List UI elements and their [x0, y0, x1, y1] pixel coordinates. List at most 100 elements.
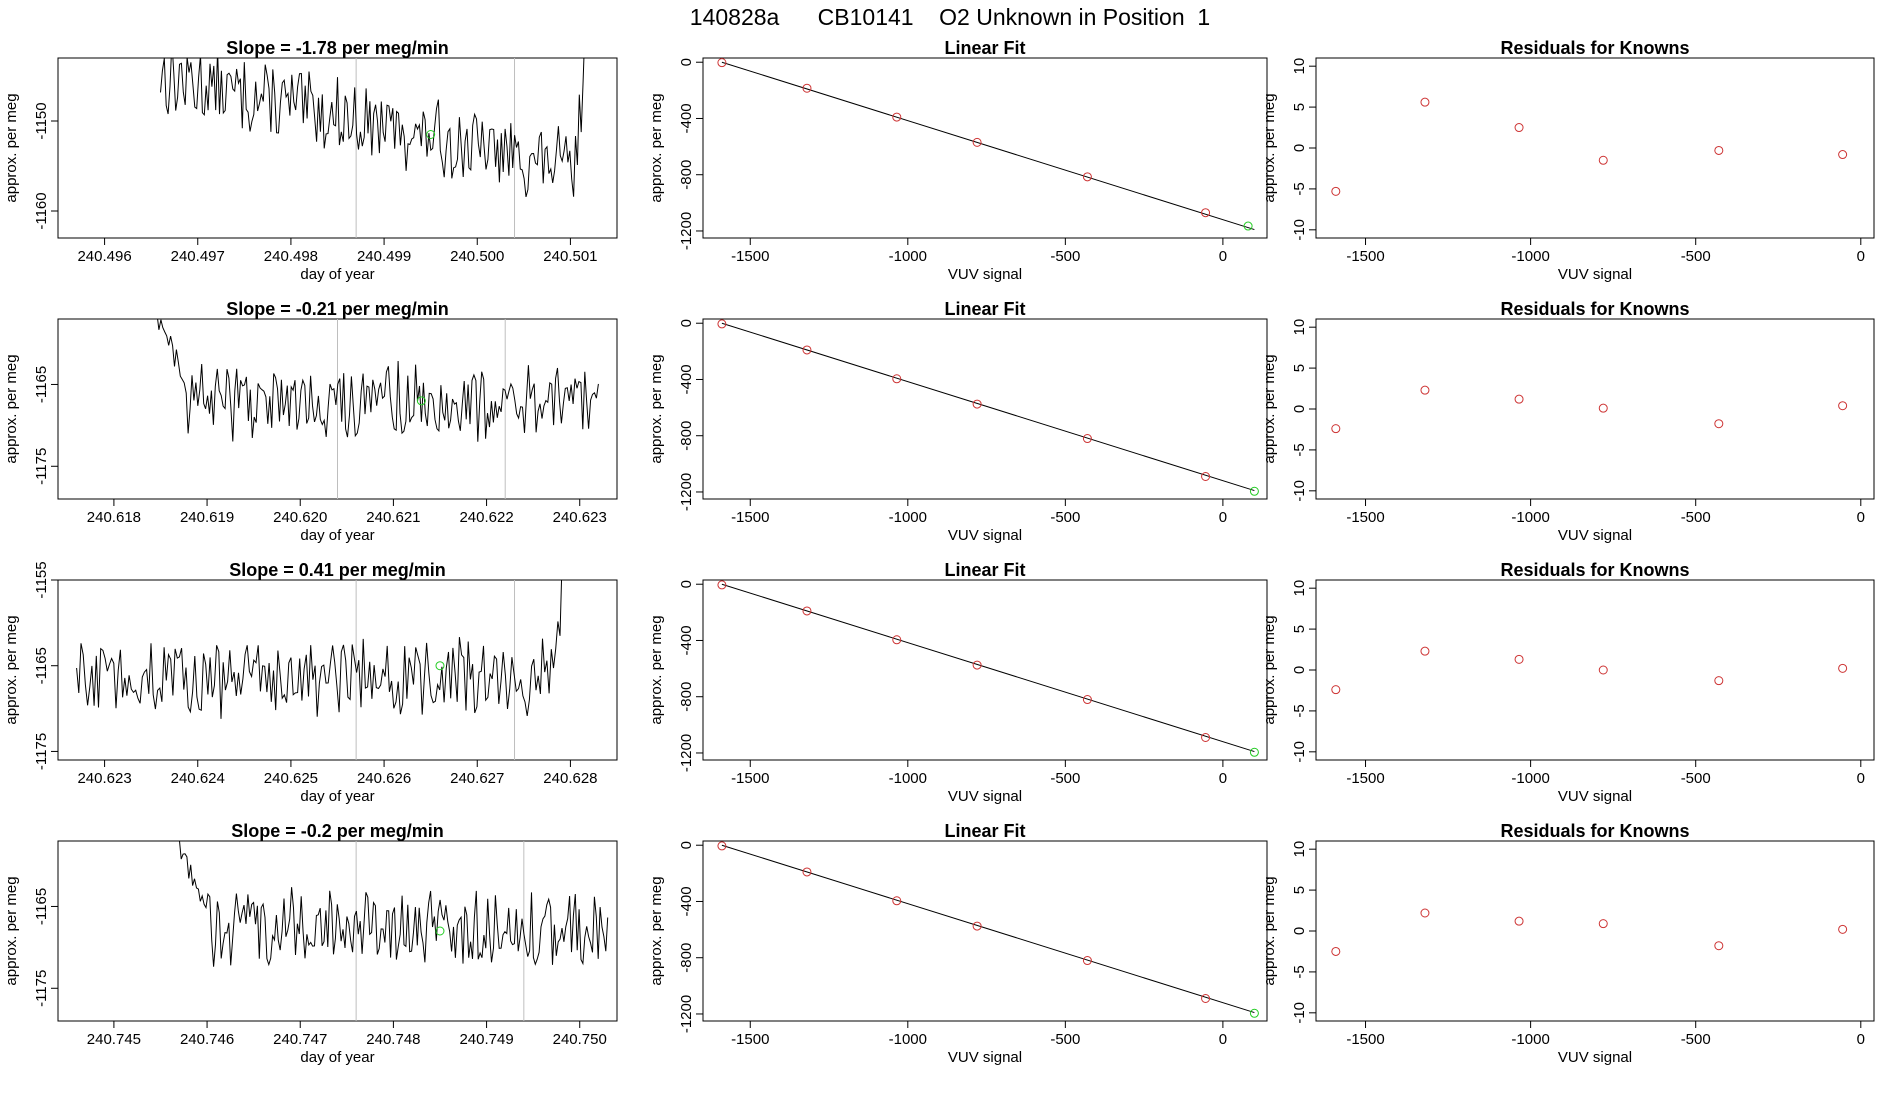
panel-4-1-frame	[57, 840, 618, 1022]
panel-2-1-title: Slope = -0.21 per meg/min	[226, 299, 449, 319]
panel-3-2-xtick-label: 0	[1219, 770, 1227, 787]
panel-4-2-known-point	[892, 896, 902, 906]
panel-4-1-ytick-label: -1165	[33, 888, 50, 925]
panel-2-3-title: Residuals for Knowns	[1500, 299, 1689, 319]
panel-3-1-series-line	[76, 580, 563, 719]
panel-4-2-xtick-label: 0	[1219, 1031, 1227, 1048]
panel-4-1-unknown-point	[435, 926, 445, 936]
panel-3-2-known-point	[717, 580, 727, 590]
panel-1-3-xtick-label: 0	[1857, 248, 1865, 265]
panel-3-3-residual-point	[1714, 676, 1724, 686]
panel-2-2-known-point	[892, 374, 902, 384]
panel-1-2-title: Linear Fit	[944, 38, 1025, 58]
panel-1-1-xtick-label: 240.499	[357, 248, 411, 265]
panel-1-2-ylabel: approx. per meg	[648, 93, 665, 202]
panel-1-2-known-point	[972, 137, 982, 147]
panel-2-3-residual-point	[1514, 394, 1524, 404]
panel-1-3-xtick-label: -500	[1681, 248, 1711, 265]
panel-4-3-title: Residuals for Knowns	[1500, 821, 1689, 841]
panel-4-3-ytick-label: -10	[1291, 1002, 1308, 1024]
panel-1-3-xlabel: VUV signal	[1558, 266, 1632, 283]
panel-2-2-frame	[702, 318, 1268, 500]
panel-1-3-ytick-label: 10	[1291, 58, 1308, 75]
panel-3-2-known-point	[802, 606, 812, 616]
panel-4-3-residual-point	[1598, 919, 1608, 929]
panel-4-1-xlabel: day of year	[300, 1049, 374, 1066]
panel-1-1-series-line	[160, 58, 585, 198]
panel-2-2-known-point	[717, 319, 727, 329]
panel-2-1-xtick-label: 240.619	[180, 509, 234, 526]
panel-1-1-xtick-label: 240.498	[264, 248, 318, 265]
panel-3-2-known-point	[1201, 733, 1211, 742]
panel-2-2-ytick-label: -400	[678, 364, 695, 394]
panel-4-2-xtick-label: -1000	[889, 1031, 927, 1048]
panel-4-1-title: Slope = -0.2 per meg/min	[231, 821, 444, 841]
panel-4-3-ytick-label: 0	[1291, 927, 1308, 935]
panel-3-3-ytick-label: -5	[1291, 704, 1308, 717]
panel-4-2-known-point	[1082, 956, 1092, 966]
panel-3-3-ylabel: approx. per meg	[1261, 615, 1278, 724]
panel-1-3-residual-point	[1838, 150, 1848, 160]
panel-3-2-xlabel: VUV signal	[948, 788, 1022, 805]
panel-4-3-ytick-label: 5	[1291, 886, 1308, 894]
panel-1-2-xlabel: VUV signal	[948, 266, 1022, 283]
panel-1-1-xtick-label: 240.500	[450, 248, 504, 265]
panel-2-2-title: Linear Fit	[944, 299, 1025, 319]
panel-1-1-unknown-point	[426, 130, 436, 139]
panel-3-1-frame	[57, 579, 618, 761]
panel-3-2-ylabel: approx. per meg	[648, 615, 665, 724]
panel-1-3-residual-point	[1714, 145, 1724, 155]
panel-2-2-known-point	[802, 345, 812, 355]
panel-3-2-xtick-label: -500	[1050, 770, 1080, 787]
panel-1-2-ytick-label: 0	[678, 58, 695, 66]
panel-2-1-ytick-label: -1165	[33, 366, 50, 403]
panel-4-1-xtick-label: 240.749	[459, 1031, 513, 1048]
panel-2-1-xtick-label: 240.620	[273, 509, 327, 526]
panel-4-2-ytick-label: 0	[678, 841, 695, 849]
panel-1-3-xtick-label: -1000	[1511, 248, 1549, 265]
panel-2-2-xlabel: VUV signal	[948, 527, 1022, 544]
panel-2-1-xtick-label: 240.623	[553, 509, 607, 526]
panel-2-2-xtick-label: 0	[1219, 509, 1227, 526]
panel-4-3-residual-point	[1514, 916, 1524, 926]
panel-3-1-ytick-label: -1155	[33, 561, 50, 598]
panel-1-2-xtick-label: 0	[1219, 248, 1227, 265]
panel-1-1-xlabel: day of year	[300, 266, 374, 283]
panel-4-2-ytick-label: -1200	[678, 995, 695, 1033]
panel-4-2-known-point	[717, 841, 727, 851]
panel-4-2-known-point	[802, 867, 812, 877]
panel-2-2-fit-line	[721, 322, 1255, 492]
panel-3-3-residual-point	[1331, 685, 1341, 695]
panel-2-1-xlabel: day of year	[300, 527, 374, 544]
panel-2-3-xtick-label: -1500	[1346, 509, 1384, 526]
panel-4-2-xtick-label: -1500	[731, 1031, 769, 1048]
panel-3-1-xlabel: day of year	[300, 788, 374, 805]
figure-title: 140828a CB10141 O2 Unknown in Position 1	[689, 4, 1211, 30]
panel-1-2-known-point	[892, 112, 902, 122]
panel-1-1-ytick-label: -1160	[33, 192, 50, 229]
panel-4-1-series-line	[179, 841, 609, 967]
panel-1-2-known-point	[1201, 208, 1211, 218]
panel-3-2-ytick-label: -400	[678, 625, 695, 655]
panel-3-1-xtick-label: 240.623	[77, 770, 131, 787]
panel-1-2-fit-line	[721, 61, 1255, 231]
panel-2-1-unknown-point	[416, 396, 426, 406]
panel-1-1-title: Slope = -1.78 per meg/min	[226, 38, 449, 58]
panel-1-1-xtick-label: 240.496	[77, 248, 131, 265]
panel-2-3-ytick-label: 10	[1291, 319, 1308, 336]
panel-2-1-series-line	[157, 319, 599, 442]
panel-2-3-ytick-label: 0	[1291, 405, 1308, 413]
panel-3-1-ylabel: approx. per meg	[3, 615, 20, 724]
panel-4-2-fit-line	[721, 844, 1255, 1014]
panel-1-3-residual-point	[1598, 155, 1608, 165]
panel-2-3-xlabel: VUV signal	[1558, 527, 1632, 544]
panel-1-3-residual-point	[1514, 123, 1524, 133]
panel-1-1-ytick-label: -1150	[33, 102, 50, 139]
panel-1-2-known-point	[1082, 172, 1092, 182]
panel-3-2-known-point	[972, 660, 982, 670]
panel-4-2-ytick-label: -800	[678, 943, 695, 973]
panel-1-2-known-point	[802, 83, 812, 93]
panel-2-3-ytick-label: -10	[1291, 480, 1308, 502]
panel-1-1-frame	[57, 57, 618, 239]
